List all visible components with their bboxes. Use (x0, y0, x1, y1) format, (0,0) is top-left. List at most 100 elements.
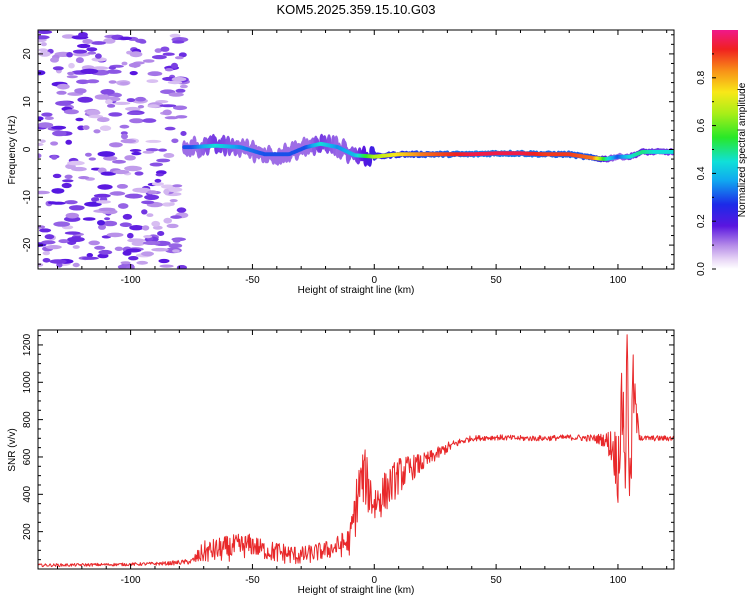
noise-cell (44, 234, 55, 240)
noise-cell (128, 256, 139, 261)
noise-cell (151, 182, 164, 186)
noise-cell (97, 184, 113, 190)
spectrogram-xtick-label: 50 (491, 275, 503, 286)
noise-cell (147, 71, 163, 77)
snr-xtick-label: -100 (121, 575, 141, 586)
noise-cell (71, 166, 87, 172)
noise-cell (51, 125, 67, 130)
noise-cell (145, 139, 162, 143)
noise-cell (72, 245, 80, 249)
noise-cell (160, 89, 176, 94)
noise-cell (120, 139, 137, 144)
noise-cell (169, 199, 178, 203)
noise-cell (141, 209, 148, 215)
noise-cell (38, 190, 50, 195)
noise-cell (38, 70, 46, 76)
noise-cell (97, 253, 109, 259)
noise-cell (163, 188, 170, 195)
noise-cell (159, 264, 174, 268)
noise-cell (65, 212, 80, 219)
noise-cell (52, 66, 64, 71)
noise-cell (126, 98, 136, 103)
noise-cell (167, 80, 183, 85)
snr-xtick-label: 50 (491, 575, 503, 586)
noise-cell (109, 191, 126, 196)
noise-cell (127, 232, 134, 239)
spectrogram-ytick-label: -10 (22, 190, 33, 205)
noise-cell (142, 241, 161, 245)
spectrogram-ytick-label: 20 (22, 48, 33, 60)
noise-cell (113, 101, 131, 105)
noise-cell (151, 247, 169, 252)
noise-cell (128, 62, 141, 68)
snr-panel: -100 -50 0 50 100 200 400 600 800 1000 1200 Height… (7, 329, 675, 596)
noise-cell (56, 83, 70, 90)
noise-cell (41, 112, 53, 117)
noise-cell (170, 215, 183, 219)
noise-cell (38, 116, 44, 121)
noise-cell (129, 149, 142, 152)
noise-cell (51, 188, 65, 194)
noise-cell (106, 232, 124, 238)
noise-cell (49, 259, 67, 264)
noise-cell (95, 53, 102, 59)
noise-cell (171, 77, 187, 82)
noise-cell (121, 133, 128, 140)
noise-cell (112, 159, 126, 164)
noise-cell (149, 162, 163, 167)
noise-cell (164, 116, 179, 120)
colorbar-gradient (712, 30, 738, 269)
noise-cell (51, 201, 66, 205)
noise-cell (53, 221, 71, 227)
noise-cell (109, 142, 123, 148)
noise-cell (87, 51, 97, 55)
spectrogram-ylabel: Frequency (Hz) (7, 116, 18, 185)
noise-cell (42, 251, 50, 256)
noise-cell (159, 104, 177, 108)
noise-cell (117, 203, 129, 209)
noise-cell (93, 193, 111, 198)
noise-cell (38, 51, 51, 57)
snr-ytick-label: 200 (22, 523, 33, 540)
spectrogram-xtick-label: 100 (610, 275, 627, 286)
noise-cell (77, 43, 91, 49)
noise-cell (52, 173, 62, 179)
noise-cell (86, 47, 98, 52)
colorbar-ticks: 0.0 0.2 0.4 0.6 0.8 (696, 53, 716, 276)
noise-cell (176, 207, 187, 213)
noise-cell (126, 111, 141, 116)
noise-cell (116, 184, 128, 189)
noise-cell (166, 223, 179, 229)
noise-cell (142, 118, 157, 123)
noise-cell (135, 96, 146, 102)
noise-cell (129, 225, 144, 231)
noise-cell (98, 249, 113, 255)
noise-cell (179, 84, 188, 89)
colorbar-tick-label: 0.0 (696, 262, 707, 276)
noise-cell (108, 66, 117, 70)
snr-ylabel: SNR (v/v) (7, 428, 18, 471)
noise-cell (38, 122, 54, 128)
noise-cell (51, 155, 58, 160)
noise-cell (78, 32, 88, 38)
noise-cell (172, 238, 181, 243)
noise-cell (156, 158, 171, 163)
noise-cell (61, 182, 72, 189)
noise-cell (121, 61, 128, 66)
noise-cell (124, 165, 143, 172)
noise-cell (178, 52, 187, 58)
noise-cell (42, 258, 51, 263)
noise-cell (142, 59, 155, 63)
noise-cell (58, 239, 70, 244)
noise-cell (146, 190, 158, 195)
noise-cell (91, 66, 109, 71)
noise-cell (91, 57, 107, 62)
noise-cell (168, 243, 183, 249)
noise-cell (52, 130, 67, 137)
figure-title: KOM5.2025.359.15.10.G03 (276, 2, 435, 17)
noise-cell (38, 142, 44, 147)
noise-cell (38, 263, 44, 267)
noise-cell (158, 148, 167, 152)
noise-cell (88, 240, 100, 246)
